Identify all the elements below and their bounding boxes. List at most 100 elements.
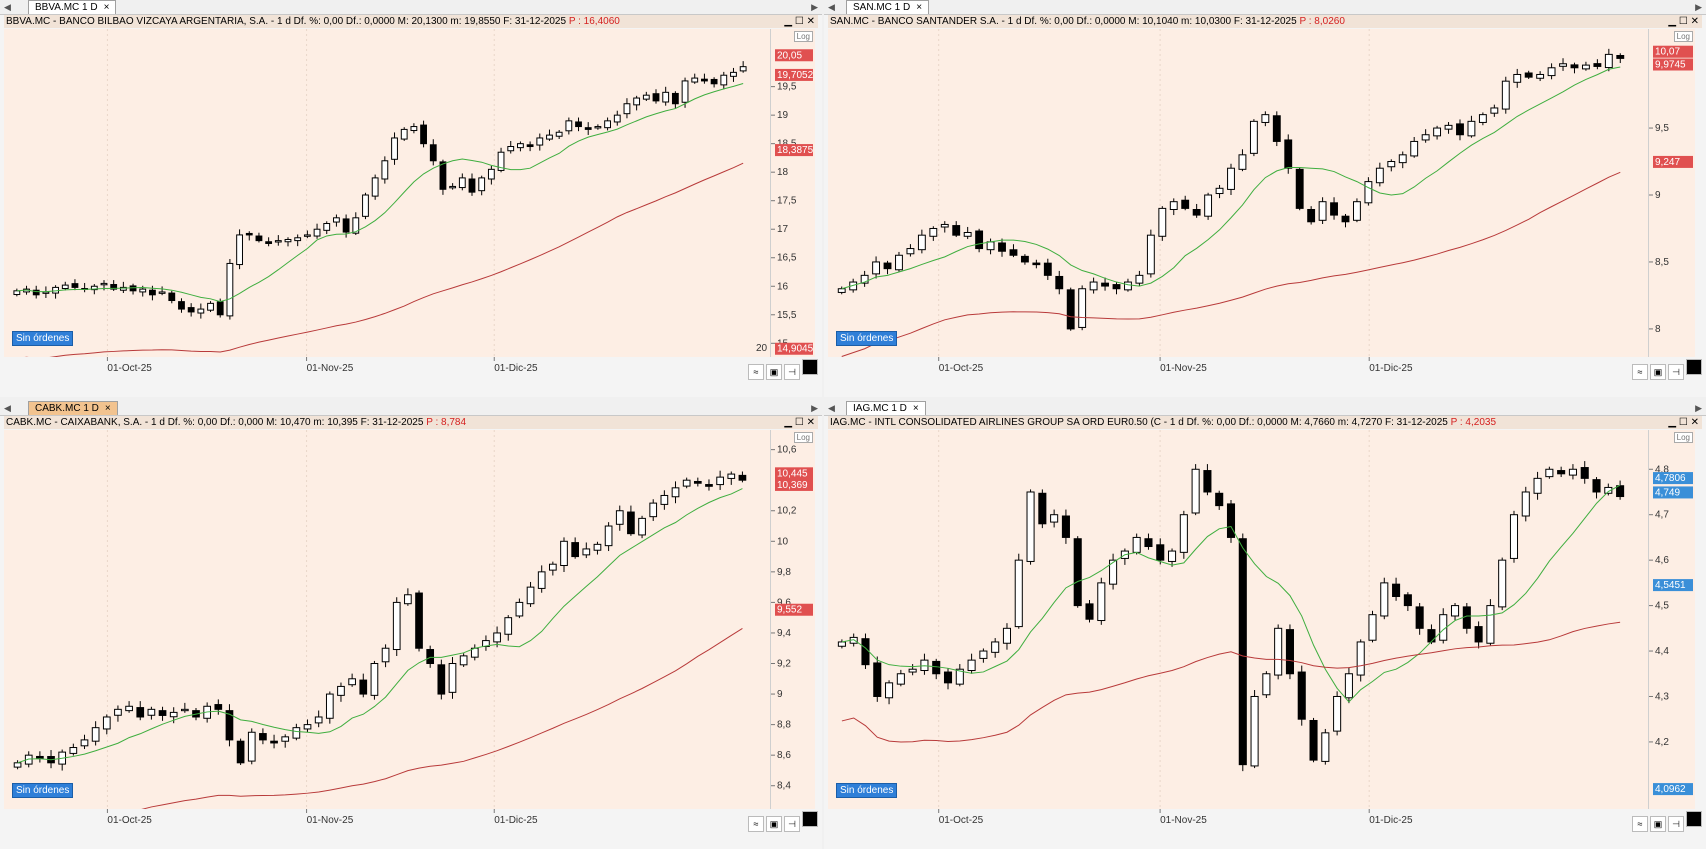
save-icon[interactable]: ▣ bbox=[1650, 364, 1666, 380]
candle-body bbox=[895, 254, 903, 271]
plot-area[interactable]: 20 Sin órdenes bbox=[4, 29, 770, 357]
color-square-icon[interactable] bbox=[1686, 811, 1702, 827]
candle-body bbox=[459, 655, 468, 666]
chart-tab[interactable]: IAG.MC 1 D × bbox=[846, 401, 926, 415]
maximize-icon[interactable]: ☐ bbox=[1678, 417, 1688, 428]
chart-tab[interactable]: BBVA.MC 1 D × bbox=[28, 0, 117, 14]
candle-body bbox=[1014, 559, 1023, 628]
candle-body bbox=[437, 664, 446, 695]
price-label: 10,445 bbox=[775, 467, 813, 480]
pin-icon[interactable]: ⊣ bbox=[784, 364, 800, 380]
tab-scroll-left-icon[interactable]: ◀ bbox=[828, 403, 835, 413]
log-scale-toggle[interactable]: Log bbox=[793, 31, 813, 42]
candle-body bbox=[247, 731, 256, 762]
candle-body bbox=[571, 542, 579, 558]
chart-header-text: SAN.MC - BANCO SANTANDER S.A. - 1 d Df. … bbox=[830, 16, 1297, 27]
close-tab-icon[interactable]: × bbox=[916, 2, 923, 13]
color-square-icon[interactable] bbox=[1686, 359, 1702, 375]
log-scale-toggle[interactable]: Log bbox=[793, 432, 813, 443]
close-icon[interactable]: ✕ bbox=[1690, 417, 1699, 428]
time-axis-svg: 01-Oct-25 01-Nov-25 01-Dic-25 bbox=[106, 809, 538, 826]
plot-area[interactable]: Sin órdenes bbox=[828, 29, 1648, 357]
candle-body bbox=[294, 237, 302, 242]
tab-scroll-right-icon[interactable]: ▶ bbox=[1695, 2, 1702, 12]
minimize-icon[interactable]: ▁ bbox=[784, 16, 793, 27]
candle-body bbox=[517, 143, 524, 149]
candle-body bbox=[158, 710, 167, 716]
color-square-icon[interactable] bbox=[802, 811, 818, 827]
orders-badge[interactable]: Sin órdenes bbox=[836, 331, 898, 346]
tab-scroll-right-icon[interactable]: ▶ bbox=[811, 403, 818, 413]
tab-scroll-left-icon[interactable]: ◀ bbox=[4, 2, 11, 12]
candle-body bbox=[314, 716, 323, 724]
tab-scroll-left-icon[interactable]: ◀ bbox=[828, 2, 835, 12]
candle-body bbox=[1061, 515, 1070, 538]
candle-body bbox=[940, 223, 949, 228]
close-tab-icon[interactable]: × bbox=[912, 403, 919, 414]
candle-body bbox=[225, 710, 234, 741]
price-label: 9,9745 bbox=[1653, 58, 1693, 71]
close-icon[interactable]: ✕ bbox=[806, 417, 815, 428]
maximize-icon[interactable]: ☐ bbox=[794, 417, 804, 428]
candle-body bbox=[1097, 582, 1106, 622]
maximize-icon[interactable]: ☐ bbox=[794, 16, 804, 27]
wave-icon[interactable]: ≈ bbox=[1632, 364, 1648, 380]
candle-body bbox=[604, 120, 611, 129]
close-tab-icon[interactable]: × bbox=[103, 2, 110, 13]
price-axis[interactable]: 1515,51616,51717,51818,51919,520,0519,70… bbox=[770, 29, 815, 357]
close-icon[interactable]: ✕ bbox=[1690, 16, 1699, 27]
y-tick-label: 4,7 bbox=[1655, 510, 1669, 521]
close-tab-icon[interactable]: × bbox=[104, 403, 111, 414]
wave-icon[interactable]: ≈ bbox=[1632, 816, 1648, 832]
maximize-icon[interactable]: ☐ bbox=[1678, 16, 1688, 27]
price-axis[interactable]: 8 8,5 9 9,5 10,07 9,9745 9,247 Log bbox=[1648, 29, 1695, 357]
time-axis: 01-Oct-25 01-Nov-25 01-Dic-25 bbox=[828, 357, 1648, 397]
minimize-icon[interactable]: ▁ bbox=[784, 417, 793, 428]
candle-body bbox=[1043, 262, 1052, 276]
minimize-icon[interactable]: ▁ bbox=[1668, 16, 1677, 27]
candle-body bbox=[236, 740, 245, 764]
price-axis[interactable]: 8,4 8,6 8,8 9 9,2 9,4 9,6 9,8 10 10,2 10,6 10,445 10… bbox=[770, 430, 815, 809]
log-scale-toggle[interactable]: Log bbox=[1673, 432, 1693, 443]
price-axis[interactable]: 4,2 4,3 4,4 4,5 4,6 4,7 4,8 4,7806 4,749 4,5451 4,… bbox=[1648, 430, 1695, 809]
orders-badge[interactable]: Sin órdenes bbox=[12, 783, 74, 798]
color-square-icon[interactable] bbox=[802, 359, 818, 375]
close-icon[interactable]: ✕ bbox=[806, 16, 815, 27]
plot-area[interactable]: Sin órdenes bbox=[4, 430, 770, 809]
chart-toolbar: ≈ ▣ ⊣ bbox=[746, 359, 818, 380]
chart-tab[interactable]: CABK.MC 1 D × bbox=[28, 401, 118, 415]
candle-body bbox=[1285, 629, 1294, 675]
pin-icon[interactable]: ⊣ bbox=[1668, 364, 1684, 380]
wave-icon[interactable]: ≈ bbox=[748, 816, 764, 832]
candle-body bbox=[1403, 594, 1412, 607]
candle-body bbox=[682, 479, 691, 487]
candle-body bbox=[872, 261, 881, 275]
price-label-box bbox=[1653, 783, 1693, 796]
tab-scroll-right-icon[interactable]: ▶ bbox=[811, 2, 818, 12]
tab-scroll-right-icon[interactable]: ▶ bbox=[1695, 403, 1702, 413]
orders-badge[interactable]: Sin órdenes bbox=[836, 783, 898, 798]
chart-toolbar: ≈ ▣ ⊣ bbox=[1630, 811, 1702, 832]
pin-icon[interactable]: ⊣ bbox=[1668, 816, 1684, 832]
wave-icon[interactable]: ≈ bbox=[748, 364, 764, 380]
candle-body bbox=[633, 97, 641, 106]
minimize-icon[interactable]: ▁ bbox=[1668, 417, 1677, 428]
candle-body bbox=[439, 161, 447, 190]
candle-body bbox=[1135, 274, 1144, 284]
price-label-box bbox=[1653, 155, 1693, 168]
price-chart bbox=[837, 430, 1625, 809]
tab-scroll-left-icon[interactable]: ◀ bbox=[4, 403, 11, 413]
candle-body bbox=[149, 289, 156, 296]
candle-body bbox=[1368, 614, 1377, 641]
log-scale-toggle[interactable]: Log bbox=[1673, 31, 1693, 42]
orders-badge[interactable]: Sin órdenes bbox=[12, 331, 74, 346]
candle-body bbox=[1467, 120, 1476, 137]
candle-body bbox=[1284, 139, 1293, 169]
save-icon[interactable]: ▣ bbox=[766, 816, 782, 832]
plot-area[interactable]: Sin órdenes bbox=[828, 430, 1648, 809]
save-icon[interactable]: ▣ bbox=[1650, 816, 1666, 832]
save-icon[interactable]: ▣ bbox=[766, 364, 782, 380]
pin-icon[interactable]: ⊣ bbox=[784, 816, 800, 832]
chart-tab[interactable]: SAN.MC 1 D × bbox=[846, 0, 930, 14]
candle-body bbox=[359, 679, 368, 695]
